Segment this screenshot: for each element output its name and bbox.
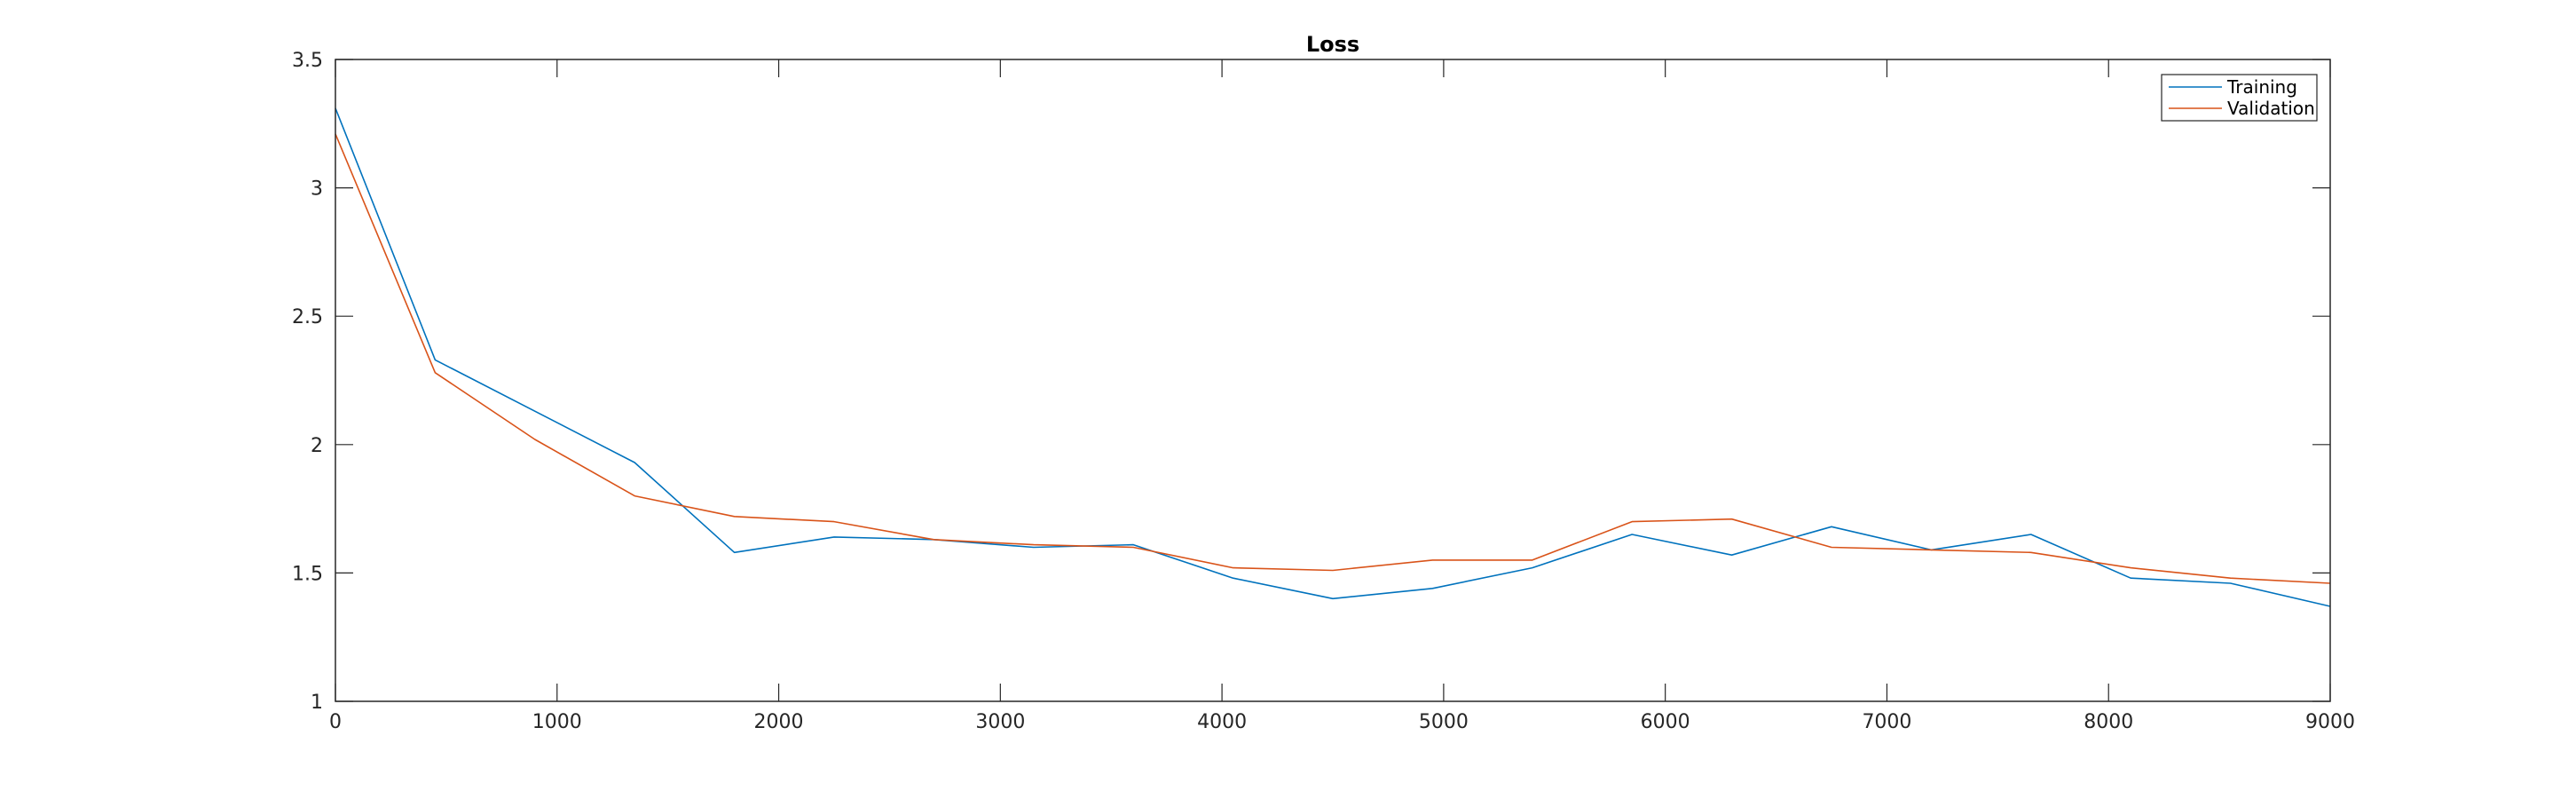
plot-area (335, 59, 2330, 701)
x-tick-label: 3000 (975, 711, 1025, 733)
x-tick-label: 5000 (1419, 711, 1469, 733)
legend-label-training: Training (2226, 76, 2297, 98)
y-tick-label: 2.5 (292, 306, 323, 328)
x-tick-label: 0 (329, 711, 342, 733)
x-tick-label: 8000 (2084, 711, 2133, 733)
x-tick-label: 1000 (532, 711, 582, 733)
series-line-validation (335, 133, 2331, 584)
x-tick-label: 9000 (2305, 711, 2355, 733)
series-line-training (335, 107, 2331, 607)
x-tick-label: 2000 (754, 711, 804, 733)
legend-label-validation: Validation (2227, 98, 2315, 119)
x-ticks: 0 1000 2000 3000 4000 5000 6000 7000 8000 9000 (329, 59, 2355, 733)
y-tick-label: 3.5 (292, 50, 323, 72)
series-lines (335, 107, 2331, 607)
y-tick-label: 1 (311, 692, 323, 714)
legend: Training Validation (2161, 74, 2318, 122)
axes-box (335, 59, 2331, 702)
legend-box (2161, 74, 2318, 122)
y-tick-label: 2 (311, 435, 323, 457)
x-tick-label: 7000 (1862, 711, 1911, 733)
x-tick-label: 4000 (1197, 711, 1247, 733)
y-tick-label: 1.5 (292, 563, 323, 585)
chart-title: Loss (1306, 32, 1359, 57)
y-tick-label: 3 (311, 178, 323, 201)
x-tick-label: 6000 (1641, 711, 1690, 733)
